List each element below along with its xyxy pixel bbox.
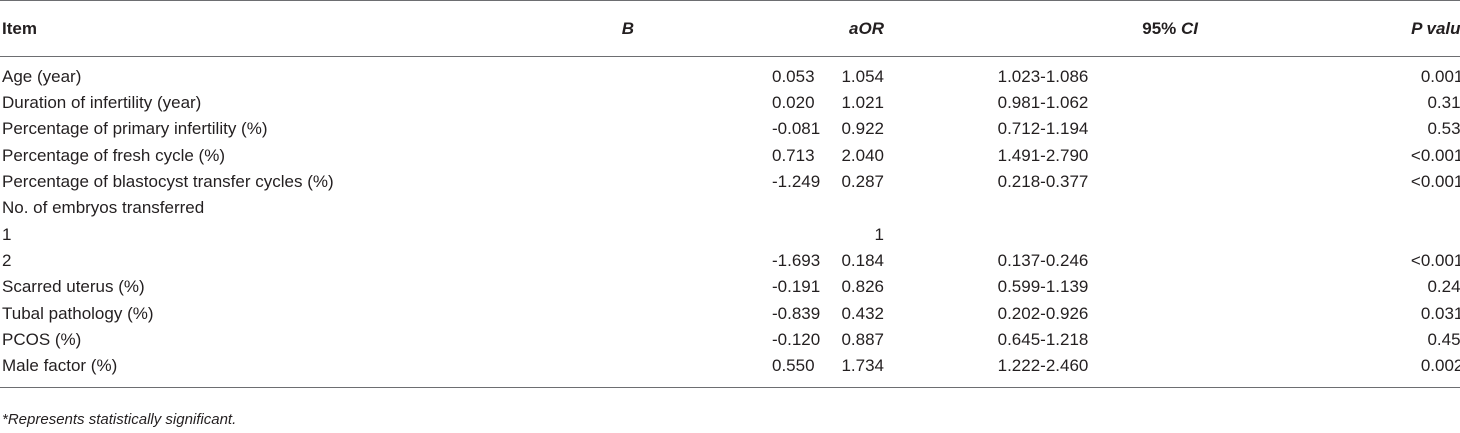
cell-item: Tubal pathology (%) [2,303,154,323]
cell-p-value: 0.002* [1420,355,1460,375]
table-row: Age (year) 0.053 1.054 1.023-1.086 0.001* [0,57,1460,91]
cell-ci: 1.222-2.460 [997,355,1089,375]
cell-b: -0.120 [772,329,821,349]
cell-ci: 1.491-2.790 [997,145,1089,165]
cell-b: -0.191 [772,277,821,297]
cell-p-value: <0.001* [1410,172,1460,192]
table-header: Item B aOR 95% CI P value [0,0,1460,57]
cell-p-value: 0.457 [1427,329,1460,349]
table-footnote: *Represents statistically significant. [2,411,237,428]
cell-item: Percentage of primary infertility (%) [2,119,268,139]
cell-item: 1 [2,224,12,244]
cell-item: Male factor (%) [2,355,118,375]
table-row: Percentage of fresh cycle (%) 0.713 2.040 1… [0,143,1460,169]
cell-p-value: <0.001* [1410,145,1460,165]
cell-p-value: <0.001* [1410,250,1460,270]
table-body: Age (year) 0.053 1.054 1.023-1.086 0.001* Dur… [0,57,1460,388]
cell-b [472,221,636,247]
cell-b: 0.020 [772,93,815,113]
cell-p-value [1200,221,1460,247]
cell-ci: 0.599-1.139 [997,277,1089,297]
cell-item: Age (year) [2,67,82,86]
cell-item: Scarred uterus (%) [2,277,145,297]
cell-ci: 0.202-0.926 [997,303,1089,323]
cell-aor: 1.054 [841,67,884,86]
cell-ci: 1.023-1.086 [997,67,1089,86]
cell-ci: 0.218-0.377 [997,172,1089,192]
table-row: Male factor (%) 0.550 1.734 1.222-2.460 0.00… [0,353,1460,388]
header-row: Item B aOR 95% CI P value [0,0,1460,57]
table-row: Scarred uterus (%) -0.191 0.826 0.599-1.139… [0,274,1460,300]
table-row: Duration of infertility (year) 0.020 1.021… [0,90,1460,116]
cell-item: Percentage of fresh cycle (%) [2,145,225,165]
cell-p-value [1200,195,1460,221]
header-ci-prefix: 95% [1142,18,1181,38]
cell-aor: 2.040 [841,145,884,165]
cell-item: 2 [2,250,12,270]
cell-p-value: 0.312 [1427,93,1460,113]
header-p-value: P value [1411,18,1460,38]
cell-aor [636,195,888,221]
cell-item: PCOS (%) [2,329,82,349]
header-ci: 95% CI [888,1,1200,57]
cell-aor: 1.021 [841,93,884,113]
cell-p-value: 0.244 [1427,277,1460,297]
header-b: B [621,18,634,38]
cell-aor: 0.432 [841,303,884,323]
cell-ci: 0.137-0.246 [997,250,1089,270]
table-row: Percentage of primary infertility (%) -0.… [0,116,1460,142]
header-ci-italic: CI [1181,18,1198,38]
cell-ci: 0.712-1.194 [997,119,1089,139]
cell-ci: 0.981-1.062 [997,93,1089,113]
cell-ci [888,221,1200,247]
cell-p-value: 0.031* [1420,303,1460,323]
cell-ci: 0.645-1.218 [997,329,1089,349]
cell-item: No. of embryos transferred [2,198,205,218]
cell-b [472,195,636,221]
cell-p-value: 0.538 [1427,119,1460,139]
cell-b: -1.249 [772,172,821,192]
table-row: Tubal pathology (%) -0.839 0.432 0.202-0.92… [0,300,1460,326]
cell-p-value: 0.001* [1420,67,1460,86]
cell-item: Percentage of blastocyst transfer cycles… [2,172,334,192]
header-aor: aOR [849,18,884,38]
cell-b: -0.081 [772,119,821,139]
cell-aor: 0.887 [841,329,884,349]
cell-aor: 0.287 [841,172,884,192]
cell-aor: 1.734 [841,355,884,375]
table-row: Percentage of blastocyst transfer cycles… [0,169,1460,195]
cell-b: -1.693 [772,250,821,270]
cell-aor: 0.826 [841,277,884,297]
header-item: Item [2,18,37,38]
table-row: PCOS (%) -0.120 0.887 0.645-1.218 0.457 [0,327,1460,353]
cell-ci [888,195,1200,221]
table-row: No. of embryos transferred [0,195,1460,221]
table-row: 2 -1.693 0.184 0.137-0.246 <0.001* [0,248,1460,274]
cell-item: Duration of infertility (year) [2,93,202,113]
regression-table: Item B aOR 95% CI P value Age (year) 0.05… [0,0,1460,388]
cell-b: -0.839 [772,303,821,323]
cell-aor: 1 [874,224,884,244]
cell-aor: 0.184 [841,250,884,270]
cell-b: 0.713 [772,145,815,165]
cell-aor: 0.922 [841,119,884,139]
cell-b: 0.550 [772,355,815,375]
cell-b: 0.053 [772,67,815,86]
